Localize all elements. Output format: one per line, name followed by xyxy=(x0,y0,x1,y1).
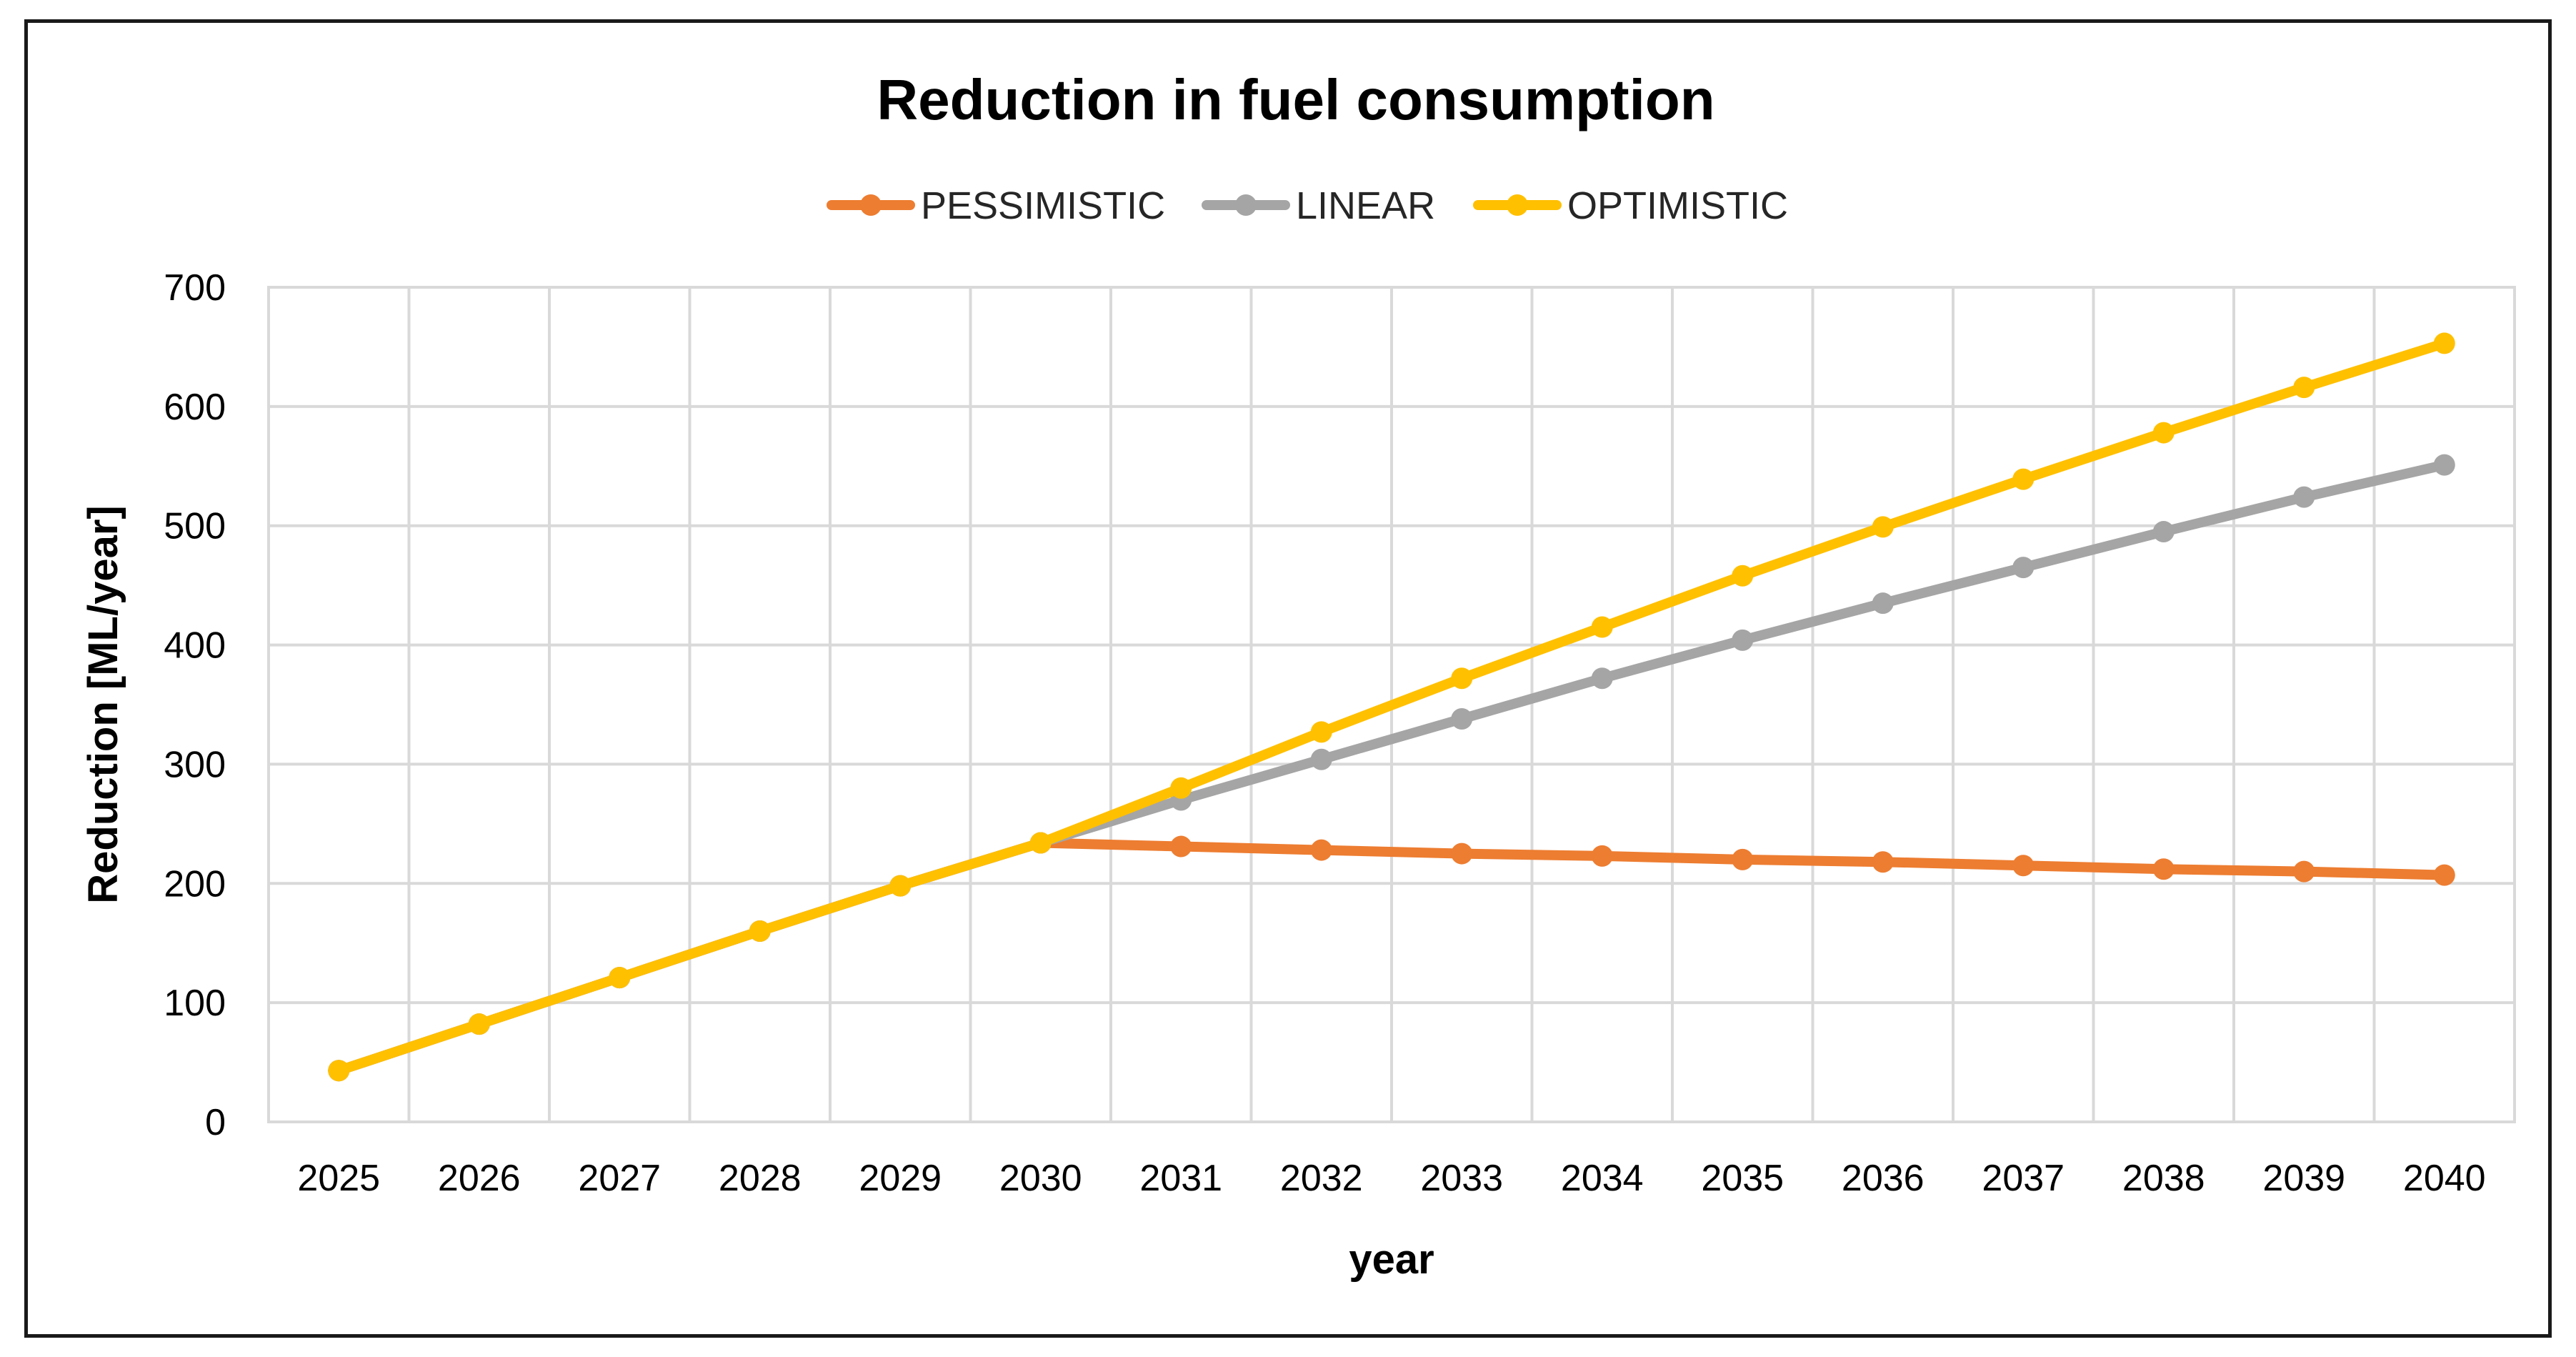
legend-label: PESSIMISTIC xyxy=(921,184,1165,227)
y-axis-title: Reduction [ML/year] xyxy=(80,505,126,904)
plot-area-border xyxy=(267,286,2516,1123)
chart-title: Reduction in fuel consumption xyxy=(877,68,1714,131)
data-point-pessimistic xyxy=(1170,835,1192,858)
x-tick-label: 2025 xyxy=(297,1158,380,1199)
x-tick-label: 2028 xyxy=(719,1158,802,1199)
data-point-pessimistic xyxy=(1591,845,1613,867)
data-point-pessimistic xyxy=(2433,864,2455,886)
data-point-pessimistic xyxy=(1732,848,1754,870)
data-point-linear xyxy=(2012,557,2035,579)
data-point-optimistic xyxy=(1451,667,1473,690)
x-axis-title: year xyxy=(1349,1236,1434,1283)
data-point-optimistic xyxy=(1029,832,1052,854)
x-tick-label: 2039 xyxy=(2262,1158,2345,1199)
x-tick-label: 2032 xyxy=(1280,1158,1363,1199)
legend-item-pessimistic: PESSIMISTIC xyxy=(827,184,1165,227)
data-point-optimistic xyxy=(1732,565,1754,587)
data-point-linear xyxy=(1732,629,1754,651)
data-point-optimistic xyxy=(468,1013,490,1035)
legend-item-linear: LINEAR xyxy=(1202,184,1435,227)
data-point-pessimistic xyxy=(1310,839,1332,861)
data-point-optimistic xyxy=(2433,332,2455,354)
y-tick-label: 400 xyxy=(164,625,226,667)
data-point-optimistic xyxy=(2012,468,2035,490)
data-point-optimistic xyxy=(2293,377,2315,399)
data-point-pessimistic xyxy=(1872,851,1894,873)
x-tick-label: 2027 xyxy=(578,1158,661,1199)
legend-swatch-marker xyxy=(860,194,882,216)
x-tick-label: 2040 xyxy=(2403,1158,2486,1199)
legend: PESSIMISTIC LINEAR OPTIMISTIC xyxy=(827,184,1788,227)
data-point-linear xyxy=(1310,748,1332,770)
data-point-optimistic xyxy=(749,920,771,943)
x-tick-label: 2038 xyxy=(2122,1158,2205,1199)
vertical-gridlines xyxy=(407,287,2376,1122)
x-tick-label: 2035 xyxy=(1701,1158,1784,1199)
legend-label: OPTIMISTIC xyxy=(1567,184,1788,227)
y-tick-label: 200 xyxy=(164,863,226,905)
x-tick-label: 2030 xyxy=(999,1158,1082,1199)
y-tick-label: 100 xyxy=(164,983,226,1024)
data-point-optimistic xyxy=(889,875,912,897)
legend-swatch-marker xyxy=(1507,194,1528,216)
data-point-optimistic xyxy=(1310,721,1332,743)
data-point-pessimistic xyxy=(2293,860,2315,883)
y-tick-label: 300 xyxy=(164,744,226,785)
data-point-linear xyxy=(1872,592,1894,615)
legend-swatch-marker xyxy=(1235,194,1257,216)
legend-item-optimistic: OPTIMISTIC xyxy=(1473,184,1788,227)
data-point-optimistic xyxy=(609,967,631,989)
horizontal-gridlines xyxy=(269,404,2515,1005)
data-point-linear xyxy=(2433,454,2455,476)
x-tick-label: 2029 xyxy=(859,1158,942,1199)
data-point-pessimistic xyxy=(2152,858,2175,880)
series-line-optimistic xyxy=(334,338,2450,1076)
data-point-linear xyxy=(1591,667,1613,690)
series-layer xyxy=(328,332,2455,1082)
x-tick-label: 2037 xyxy=(1982,1158,2065,1199)
series-optimistic xyxy=(328,332,2455,1082)
x-tick-label: 2031 xyxy=(1139,1158,1222,1199)
data-point-linear xyxy=(2152,521,2175,543)
y-tick-label: 600 xyxy=(164,387,226,428)
y-tick-label: 500 xyxy=(164,506,226,547)
data-point-pessimistic xyxy=(2012,855,2035,877)
chart-svg: Reduction in fuel consumption PESSIMISTI… xyxy=(80,68,2516,1283)
y-tick-label: 0 xyxy=(205,1102,226,1143)
x-tick-label: 2026 xyxy=(438,1158,521,1199)
x-tick-label: 2034 xyxy=(1561,1158,1644,1199)
x-tick-label: 2036 xyxy=(1842,1158,1924,1199)
y-axis-tick-labels: 0 100 200 300 400 500 600 700 xyxy=(164,267,226,1143)
data-point-pessimistic xyxy=(1451,842,1473,865)
data-point-optimistic xyxy=(328,1060,350,1082)
data-point-optimistic xyxy=(1170,777,1192,799)
x-tick-label: 2033 xyxy=(1420,1158,1503,1199)
data-point-optimistic xyxy=(1591,616,1613,638)
data-point-optimistic xyxy=(1872,516,1894,538)
data-point-linear xyxy=(1451,708,1473,730)
legend-label: LINEAR xyxy=(1296,184,1435,227)
chart-frame: Reduction in fuel consumption PESSIMISTI… xyxy=(24,19,2552,1338)
y-tick-label: 700 xyxy=(164,267,226,309)
data-point-optimistic xyxy=(2152,422,2175,444)
x-axis-tick-labels: 2025 2026 2027 2028 2029 2030 2031 2032 2033 2034… xyxy=(297,1158,2485,1199)
data-point-linear xyxy=(2293,486,2315,508)
